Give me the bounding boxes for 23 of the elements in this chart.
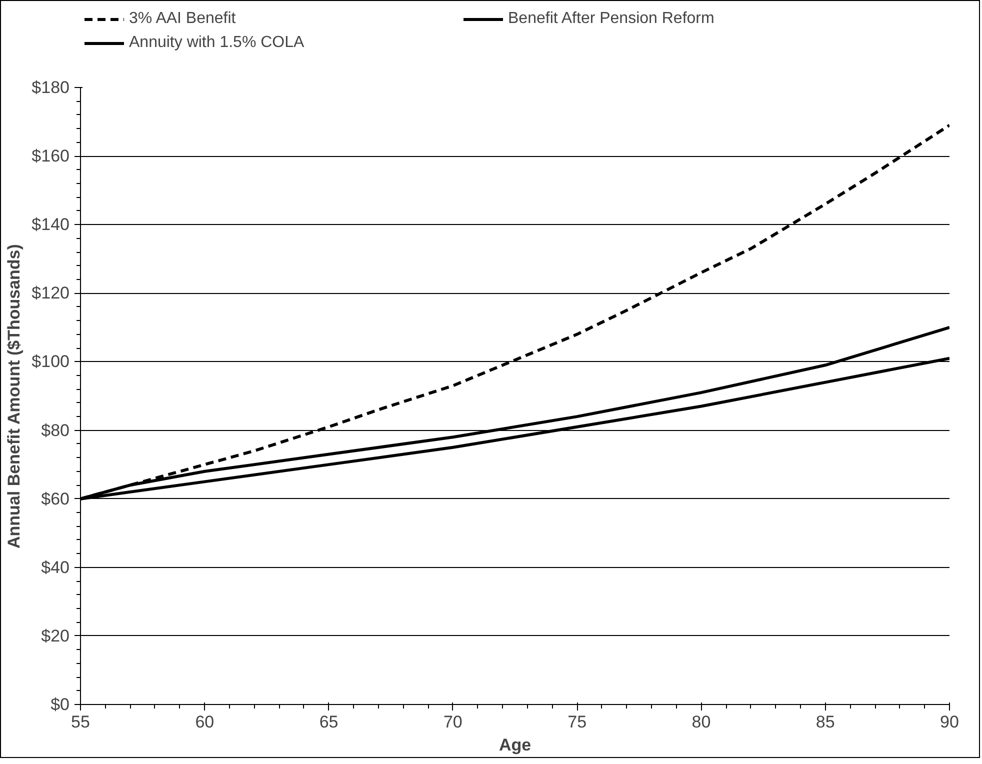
y-tick-label: $0 — [50, 695, 70, 714]
x-tick-label: 55 — [71, 712, 90, 732]
x-tick-label: 60 — [195, 712, 214, 732]
x-tick-label: 85 — [816, 712, 835, 732]
x-axis-title: Age — [498, 736, 532, 754]
y-tick-label: $160 — [32, 146, 70, 166]
y-tick-label: $140 — [32, 215, 70, 234]
x-tick-label: 80 — [692, 712, 711, 732]
y-tick-label: $100 — [32, 352, 70, 372]
legend-label: Benefit After Pension Reform — [508, 10, 716, 28]
y-axis-title: Annual Benefit Amount ($Thousands) — [4, 244, 24, 549]
y-tick-label: $20 — [41, 626, 70, 646]
y-tick-label: $40 — [41, 558, 70, 577]
x-tick-label: 90 — [940, 712, 959, 732]
x-tick-label: 65 — [319, 712, 338, 732]
y-tick-label: $180 — [32, 78, 70, 97]
y-tick-label: $120 — [32, 284, 70, 303]
legend-label: Annuity with 1.5% COLA — [129, 34, 306, 52]
y-tick-label: $80 — [41, 420, 70, 440]
y-tick-label: $60 — [41, 489, 70, 508]
x-tick-label: 75 — [568, 712, 587, 732]
x-tick-label: 70 — [443, 712, 462, 732]
legend-label: 3% AAI Benefit — [129, 10, 237, 28]
